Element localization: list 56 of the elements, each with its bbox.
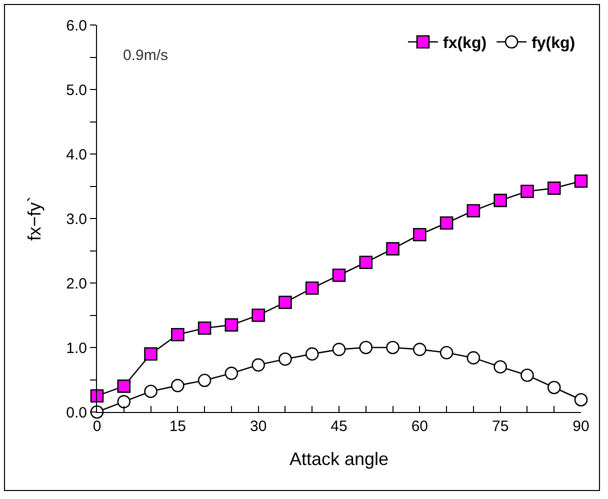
y-tick-label: 4.0	[66, 146, 87, 164]
y-tick-label: 5.0	[66, 82, 87, 99]
point	[224, 318, 238, 332]
point	[574, 393, 588, 406]
point	[386, 340, 400, 354]
point	[413, 342, 426, 356]
legend-label: fx(kg)	[443, 35, 487, 52]
point	[305, 347, 319, 361]
x-tick-label: 30	[250, 418, 267, 435]
y-tick-label: 6.0	[66, 17, 87, 34]
point	[224, 366, 238, 380]
x-tick-label: 45	[330, 418, 348, 435]
point	[171, 378, 184, 392]
y-axis-title: fx−fy`	[24, 196, 44, 241]
y-tick-label: 2.0	[66, 275, 87, 292]
point	[198, 322, 212, 335]
y-tick-label: 0.0	[66, 404, 87, 422]
point	[574, 174, 588, 188]
x-tick-label: 75	[492, 418, 509, 435]
annotation: 0.9m/s	[123, 47, 168, 64]
x-tick-label: 15	[169, 418, 186, 435]
point	[198, 374, 212, 388]
point	[305, 282, 319, 295]
point	[494, 194, 507, 208]
point	[466, 351, 480, 364]
legend-label: fy(kg)	[532, 35, 576, 52]
point	[117, 380, 131, 393]
point	[171, 328, 184, 342]
x-tick-label: 60	[411, 418, 428, 435]
point	[144, 347, 158, 361]
point	[359, 340, 373, 354]
point	[252, 358, 265, 372]
point	[332, 342, 346, 356]
point	[332, 268, 346, 282]
point	[440, 216, 454, 230]
point	[547, 182, 561, 195]
x-tick-label: 0	[92, 418, 102, 435]
point	[90, 389, 104, 403]
point	[494, 360, 507, 374]
x-tick-label: 90	[572, 418, 590, 435]
point	[144, 384, 158, 398]
point	[547, 380, 561, 394]
point	[440, 346, 454, 360]
point	[466, 204, 480, 218]
point	[252, 308, 265, 322]
point	[117, 395, 131, 408]
point	[278, 352, 292, 366]
point	[413, 228, 426, 242]
point	[520, 368, 534, 382]
y-tick-label: 1.0	[66, 340, 87, 357]
point	[278, 296, 292, 309]
y-tick-label: 3.0	[66, 210, 87, 228]
x-axis-title: Attack angle	[289, 449, 389, 470]
point	[386, 242, 400, 256]
point	[359, 256, 373, 270]
point	[520, 184, 534, 198]
